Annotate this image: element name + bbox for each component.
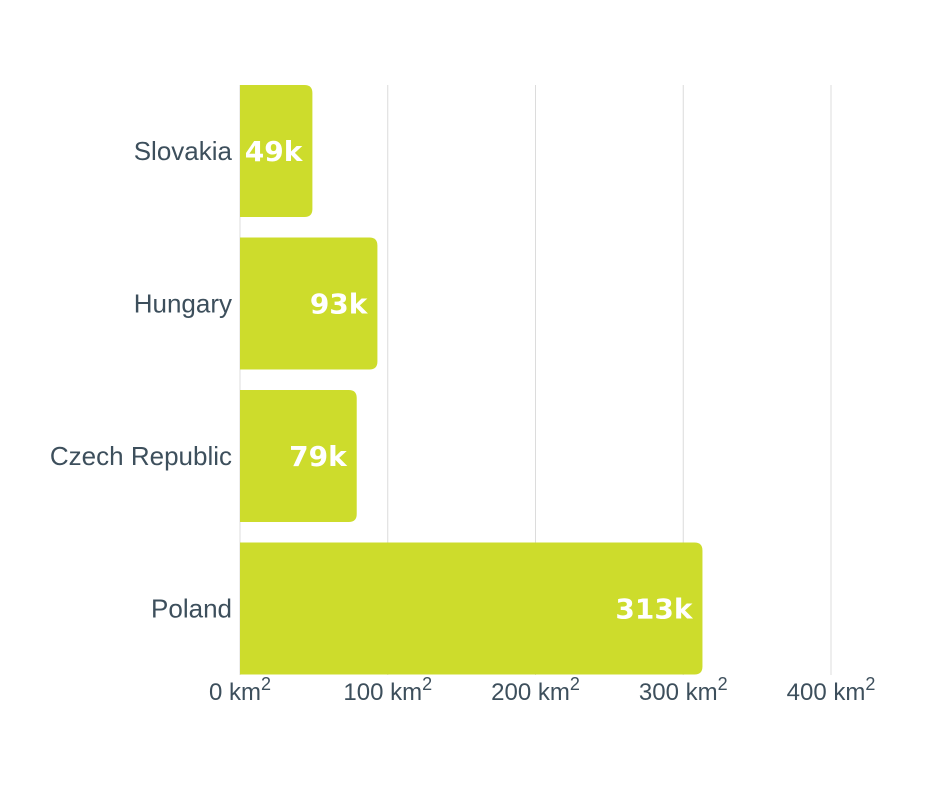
x-tick-label-300: 300 km2 — [639, 674, 728, 706]
tick-text: 100 km — [343, 679, 422, 706]
tick-superscript: 2 — [718, 674, 728, 694]
x-tick-label-200: 200 km2 — [491, 674, 580, 706]
tick-text: 0 km — [209, 679, 261, 706]
x-tick-label-100: 100 km2 — [343, 674, 432, 706]
tick-text: 200 km — [491, 679, 570, 706]
tick-text: 400 km — [787, 679, 866, 706]
category-labels: Slovakia Hungary Czech Republic Poland — [50, 136, 233, 624]
category-label-poland: Poland — [151, 594, 232, 624]
value-labels: 49k 93k 79k 313k — [245, 135, 694, 626]
value-label-hungary: 93k — [310, 288, 369, 321]
tick-superscript: 2 — [865, 674, 875, 694]
tick-superscript: 2 — [570, 674, 580, 694]
x-tick-label-400: 400 km2 — [787, 674, 876, 706]
category-label-czech-republic: Czech Republic — [50, 441, 232, 471]
bar-hungary — [240, 237, 378, 370]
bar-czech-republic — [240, 390, 357, 522]
tick-text: 300 km — [639, 679, 718, 706]
bar-slovakia — [240, 85, 313, 217]
tick-superscript: 2 — [422, 674, 432, 694]
category-label-hungary: Hungary — [134, 289, 232, 319]
x-tick-label-0: 0 km2 — [209, 674, 271, 706]
value-label-czech-republic: 79k — [289, 440, 348, 473]
value-label-poland: 313k — [615, 593, 693, 626]
value-label-slovakia: 49k — [245, 135, 304, 168]
x-axis-tick-labels: 0 km2 100 km2 200 km2 300 km2 400 km2 — [209, 674, 875, 706]
tick-superscript: 2 — [261, 674, 271, 694]
category-label-slovakia: Slovakia — [134, 136, 233, 166]
bar-poland — [240, 542, 703, 675]
bars — [240, 85, 703, 675]
